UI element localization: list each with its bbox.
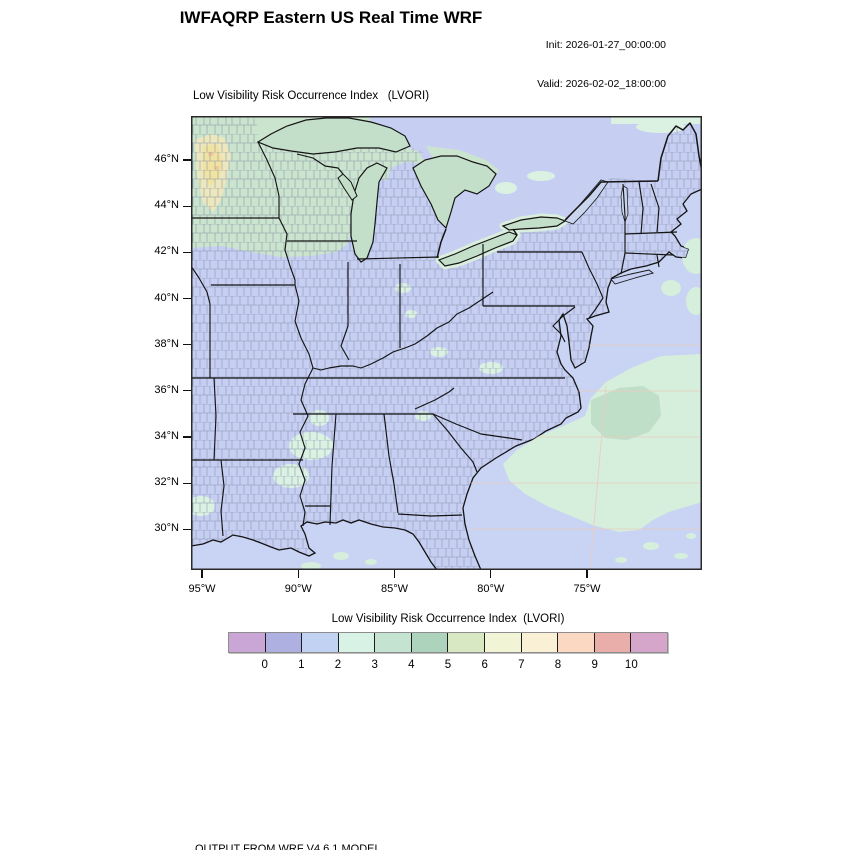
run-info: Init: 2026-01-27_00:00:00 Valid: 2026-02… [537, 13, 666, 117]
lon-tick-label: 90°W [284, 583, 312, 595]
lat-tick [183, 344, 191, 346]
lat-tick-label: 30°N [154, 522, 179, 535]
lake-erie [437, 231, 518, 267]
long-island [610, 269, 655, 285]
colorbar-tick-label: 10 [624, 659, 638, 671]
green-bay [337, 173, 358, 201]
lon-tick [393, 570, 396, 578]
lat-tick [183, 251, 191, 253]
colorbar-tick-label: 8 [554, 659, 562, 671]
lat-tick-label: 38°N [154, 337, 179, 350]
colorbar-segment-3 [338, 633, 376, 652]
lvori-map-canvas [191, 116, 702, 570]
great-lakes [256, 117, 655, 285]
lat-tick [183, 390, 191, 392]
lake-huron [412, 155, 497, 230]
lat-tick-label: 34°N [154, 430, 179, 443]
colorbar-tick-label: 3 [371, 659, 378, 671]
colorbar-segment-0 [229, 633, 266, 652]
lake-ontario [501, 216, 567, 231]
colorbar-segment-9 [558, 633, 595, 652]
footer-line1: OUTPUT FROM WRF V4.6.1 MODEL [195, 843, 381, 850]
lon-tick [297, 570, 299, 578]
colorbar-tick-label: 2 [334, 659, 342, 671]
colorbar-segment-8 [521, 633, 559, 652]
colorbar-title: Low Visibility Risk Occurrence Index (LV… [331, 613, 565, 625]
colorbar-segment-4 [375, 633, 412, 652]
lon-tick [586, 570, 588, 578]
lon-tick-label: 85°W [380, 583, 409, 595]
valid-time: Valid: 2026-02-02_18:00:00 [537, 78, 666, 90]
lon-tick [490, 570, 492, 578]
lat-tick [183, 205, 191, 207]
colorbar-tick-label: 1 [298, 659, 305, 671]
lat-tick [183, 528, 191, 530]
colorbar-segment-6 [448, 633, 486, 652]
colorbar-tick-label: 4 [408, 659, 415, 671]
colorbar-tick-label: 5 [444, 659, 452, 671]
lake-superior [256, 117, 411, 155]
lat-tick-label: 42°N [154, 245, 179, 258]
init-time: Init: 2026-01-27_00:00:00 [545, 39, 666, 51]
lon-tick-label: 75°W [573, 583, 601, 595]
state-boundaries [191, 141, 678, 537]
lat-tick-label: 46°N [154, 153, 179, 165]
map-title: Low Visibility Risk Occurrence Index (LV… [193, 90, 430, 102]
map-frame [191, 116, 702, 570]
lon-tick-label: 80°W [477, 583, 505, 595]
colorbar-segment-2 [302, 633, 339, 652]
colorbar-segment-1 [265, 633, 303, 652]
lat-tick [183, 297, 191, 300]
colorbar-segment-7 [485, 633, 522, 652]
lon-tick [201, 570, 203, 578]
colorbar-tick-label: 0 [261, 659, 268, 671]
lon-tick-label: 95°W [188, 583, 216, 595]
colorbar-segment-11 [631, 633, 667, 652]
lat-tick-label: 40°N [154, 291, 179, 304]
page-title: IWFAQRP Eastern US Real Time WRF [179, 8, 483, 27]
lat-tick [183, 482, 191, 484]
colorbar-tick-label: 9 [591, 659, 598, 671]
colorbar [228, 632, 668, 653]
lat-tick-label: 36°N [154, 383, 179, 396]
lat-tick [183, 159, 191, 161]
colorbar-tick-label: 7 [518, 659, 525, 671]
lat-tick [183, 436, 191, 438]
lvori-ocean-shading [301, 238, 702, 570]
colorbar-segment-5 [411, 633, 449, 652]
colorbar-segment-10 [594, 633, 632, 652]
lvori-map [191, 116, 702, 570]
lat-tick-label: 32°N [154, 476, 179, 489]
lake-michigan [350, 162, 388, 263]
colorbar-tick-label: 6 [481, 659, 488, 671]
footer-model-info: OUTPUT FROM WRF V4.6.1 MODEL WE = 310 ; … [195, 814, 628, 850]
canada-border [436, 122, 702, 259]
lat-tick-label: 44°N [154, 199, 179, 212]
